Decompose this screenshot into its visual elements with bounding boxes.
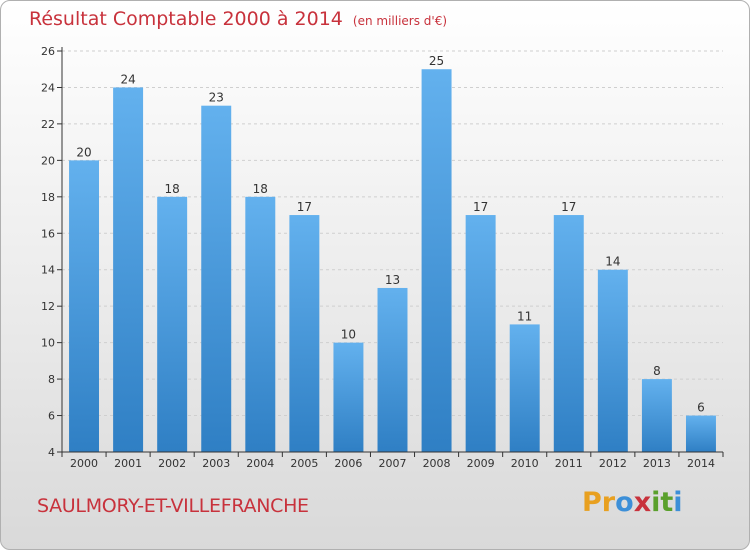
bar	[421, 69, 452, 453]
bar	[597, 269, 628, 452]
x-tick-label: 2000	[70, 457, 98, 470]
logo-letter: t	[660, 487, 674, 518]
bar-value-label: 18	[165, 182, 180, 196]
x-tick-label: 2003	[202, 457, 230, 470]
bar	[509, 324, 540, 452]
x-tick-label: 2005	[290, 457, 318, 470]
bar	[201, 105, 232, 452]
x-tick-label: 2007	[379, 457, 407, 470]
bar-value-label: 24	[120, 72, 135, 86]
y-tick-label: 22	[41, 118, 55, 131]
bar-value-label: 13	[385, 273, 400, 287]
y-tick-label: 12	[41, 300, 55, 313]
y-tick-label: 20	[41, 154, 55, 167]
x-tick-label: 2014	[687, 457, 715, 470]
bars	[69, 69, 716, 453]
logo-letter: i	[651, 487, 661, 518]
logo-letter: x	[633, 487, 652, 518]
chart-subtitle: (en milliers d'€)	[352, 14, 448, 28]
y-tick-label: 4	[48, 446, 55, 459]
bar-value-label: 11	[517, 309, 532, 323]
y-tick-label: 18	[41, 191, 55, 204]
bar-value-label: 23	[209, 91, 224, 105]
bar-value-label: 10	[341, 328, 356, 342]
bar-value-label: 17	[561, 200, 576, 214]
y-tick-label: 10	[41, 337, 55, 350]
bar-value-label: 17	[297, 200, 312, 214]
bar	[641, 379, 672, 452]
axes	[57, 47, 724, 457]
x-tick-label: 2006	[334, 457, 362, 470]
x-tick-label: 2008	[423, 457, 451, 470]
chart-title: Résultat Comptable 2000 à 2014 (en millie…	[29, 8, 447, 30]
x-tick-label: 2013	[643, 457, 671, 470]
x-tick-label: 2001	[114, 457, 142, 470]
y-tick-label: 14	[41, 264, 55, 277]
bar	[333, 342, 364, 452]
bar	[685, 415, 716, 452]
x-tick-label: 2012	[599, 457, 627, 470]
x-tick-label: 2011	[555, 457, 583, 470]
bar-value-label: 14	[605, 255, 620, 269]
y-tick-label: 26	[41, 45, 55, 58]
bar-value-label: 17	[473, 200, 488, 214]
bar	[245, 196, 276, 452]
bar	[377, 287, 408, 452]
bar	[113, 87, 144, 453]
y-tick-label: 16	[41, 227, 55, 240]
x-tick-label: 2004	[246, 457, 274, 470]
logo-letter: i	[673, 487, 683, 518]
bar	[553, 215, 584, 452]
x-tick-label: 2010	[511, 457, 539, 470]
bar-value-label: 6	[697, 401, 705, 415]
bar-value-label: 8	[653, 364, 661, 378]
place-name: SAULMORY-ET-VILLEFRANCHE	[37, 495, 309, 517]
chart-title-text: Résultat Comptable 2000 à 2014	[29, 8, 343, 30]
y-tick-label: 24	[41, 81, 55, 94]
x-tick-label: 2009	[467, 457, 495, 470]
bar	[289, 215, 320, 452]
logo-letter: o	[615, 487, 634, 518]
proxiti-logo: Proxiti	[582, 487, 683, 518]
logo-letter: r	[601, 487, 616, 518]
logo-letter: P	[582, 487, 602, 518]
labels: 4 6 8 10 12 14 16 18 20 22 24 26 20 2000 24 2001 18 2002 2…	[41, 45, 715, 470]
bar	[157, 196, 188, 452]
y-tick-label: 8	[48, 373, 55, 386]
bar	[465, 215, 496, 452]
bar-value-label: 25	[429, 54, 444, 68]
bar-value-label: 18	[253, 182, 268, 196]
bar	[69, 160, 100, 452]
y-tick-label: 6	[48, 410, 55, 423]
bar-value-label: 20	[76, 145, 91, 159]
x-tick-label: 2002	[158, 457, 186, 470]
